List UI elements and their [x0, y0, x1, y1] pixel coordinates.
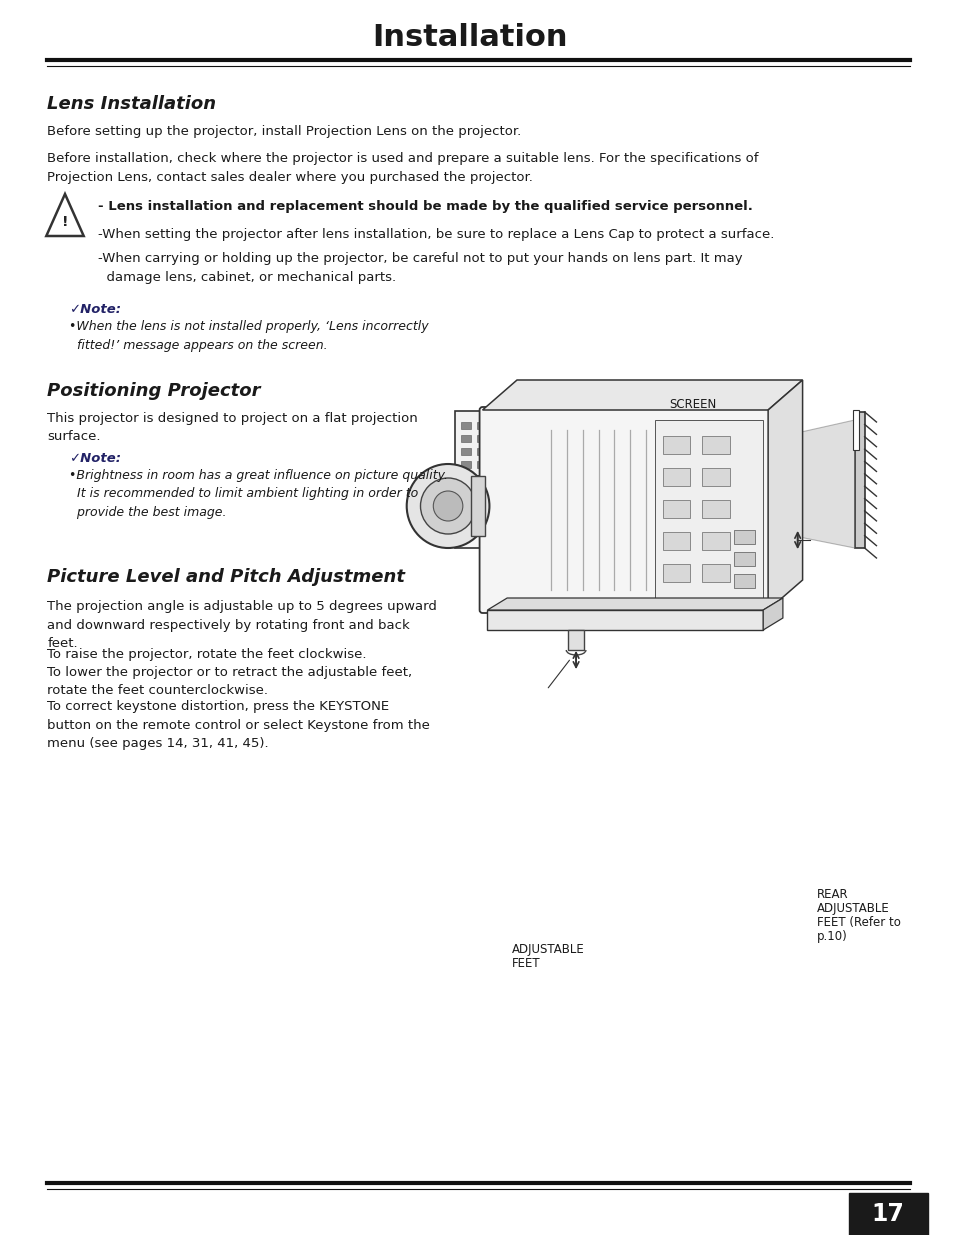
Bar	[476, 435, 486, 442]
Text: •When the lens is not installed properly, ‘Lens incorrectly
  fitted!’ message a: •When the lens is not installed properly…	[69, 320, 428, 352]
Text: ✓Note:: ✓Note:	[69, 303, 121, 316]
Bar	[548, 501, 566, 522]
Bar	[523, 435, 533, 442]
Bar	[470, 475, 485, 536]
Text: - Lens installation and replacement should be made by the qualified service pers: - Lens installation and replacement shou…	[98, 200, 753, 212]
Bar	[662, 468, 690, 487]
Bar	[654, 420, 762, 600]
Text: To correct keystone distortion, press the KEYSTONE
button on the remote control : To correct keystone distortion, press th…	[48, 700, 430, 750]
Bar	[662, 500, 690, 517]
Text: FEET: FEET	[512, 957, 540, 969]
Bar	[487, 610, 762, 630]
Circle shape	[420, 478, 476, 534]
Bar	[476, 448, 486, 454]
Polygon shape	[767, 380, 801, 610]
Bar	[701, 532, 729, 550]
Polygon shape	[482, 380, 801, 410]
Bar	[701, 564, 729, 582]
Bar	[455, 475, 548, 548]
Bar	[523, 422, 533, 429]
Bar	[701, 468, 729, 487]
Text: -When carrying or holding up the projector, be careful not to put your hands on : -When carrying or holding up the project…	[98, 252, 742, 284]
Bar	[662, 532, 690, 550]
Text: p.10): p.10)	[817, 930, 847, 944]
Text: ADJUSTABLE: ADJUSTABLE	[512, 944, 584, 956]
Bar	[701, 500, 729, 517]
Text: Before installation, check where the projector is used and prepare a suitable le: Before installation, check where the pro…	[48, 152, 758, 184]
Text: Before setting up the projector, install Projection Lens on the projector.: Before setting up the projector, install…	[48, 125, 521, 138]
Circle shape	[433, 492, 462, 521]
FancyBboxPatch shape	[479, 408, 770, 613]
Bar	[701, 436, 729, 454]
Text: Picture Level and Pitch Adjustment: Picture Level and Pitch Adjustment	[48, 568, 405, 585]
Bar	[460, 461, 470, 468]
Bar	[523, 448, 533, 454]
Text: ADJUSTABLE: ADJUSTABLE	[817, 902, 889, 915]
Bar	[733, 574, 755, 588]
Bar	[460, 448, 470, 454]
Bar	[662, 436, 690, 454]
Text: FEET (Refer to: FEET (Refer to	[817, 916, 901, 929]
Bar	[733, 530, 755, 543]
Bar	[662, 564, 690, 582]
Bar	[568, 630, 583, 650]
Bar	[508, 461, 517, 468]
Bar	[848, 1193, 926, 1235]
Text: To raise the projector, rotate the feet clockwise.: To raise the projector, rotate the feet …	[48, 648, 366, 661]
Polygon shape	[487, 598, 782, 610]
Bar	[852, 410, 858, 450]
Text: REAR: REAR	[817, 888, 848, 902]
Text: ✓Note:: ✓Note:	[69, 452, 121, 466]
Text: !: !	[62, 215, 69, 228]
Bar	[854, 412, 863, 548]
Bar	[508, 448, 517, 454]
Bar	[492, 435, 501, 442]
Polygon shape	[551, 420, 854, 548]
Circle shape	[406, 464, 489, 548]
Text: •Brightness in room has a great influence on picture quality.
  It is recommende: •Brightness in room has a great influenc…	[69, 469, 448, 519]
Bar	[733, 552, 755, 566]
Bar	[508, 435, 517, 442]
Text: Positioning Projector: Positioning Projector	[48, 382, 260, 400]
Bar	[492, 461, 501, 468]
Text: The projection angle is adjustable up to 5 degrees upward
and downward respectiv: The projection angle is adjustable up to…	[48, 600, 436, 650]
Bar	[455, 411, 548, 475]
Bar	[476, 422, 486, 429]
Text: Installation: Installation	[372, 23, 567, 53]
Bar	[460, 435, 470, 442]
Bar	[492, 448, 501, 454]
Bar	[523, 461, 533, 468]
Text: To lower the projector or to retract the adjustable feet,
rotate the feet counte: To lower the projector or to retract the…	[48, 666, 412, 698]
Text: This projector is designed to project on a flat projection
surface.: This projector is designed to project on…	[48, 412, 417, 443]
Text: SCREEN: SCREEN	[669, 398, 716, 411]
Text: -When setting the projector after lens installation, be sure to replace a Lens C: -When setting the projector after lens i…	[98, 228, 774, 241]
Bar	[508, 422, 517, 429]
Bar	[476, 461, 486, 468]
Bar	[492, 422, 501, 429]
Text: 17: 17	[871, 1202, 903, 1226]
Polygon shape	[762, 598, 782, 630]
Text: Lens Installation: Lens Installation	[48, 95, 216, 112]
Bar	[460, 422, 470, 429]
